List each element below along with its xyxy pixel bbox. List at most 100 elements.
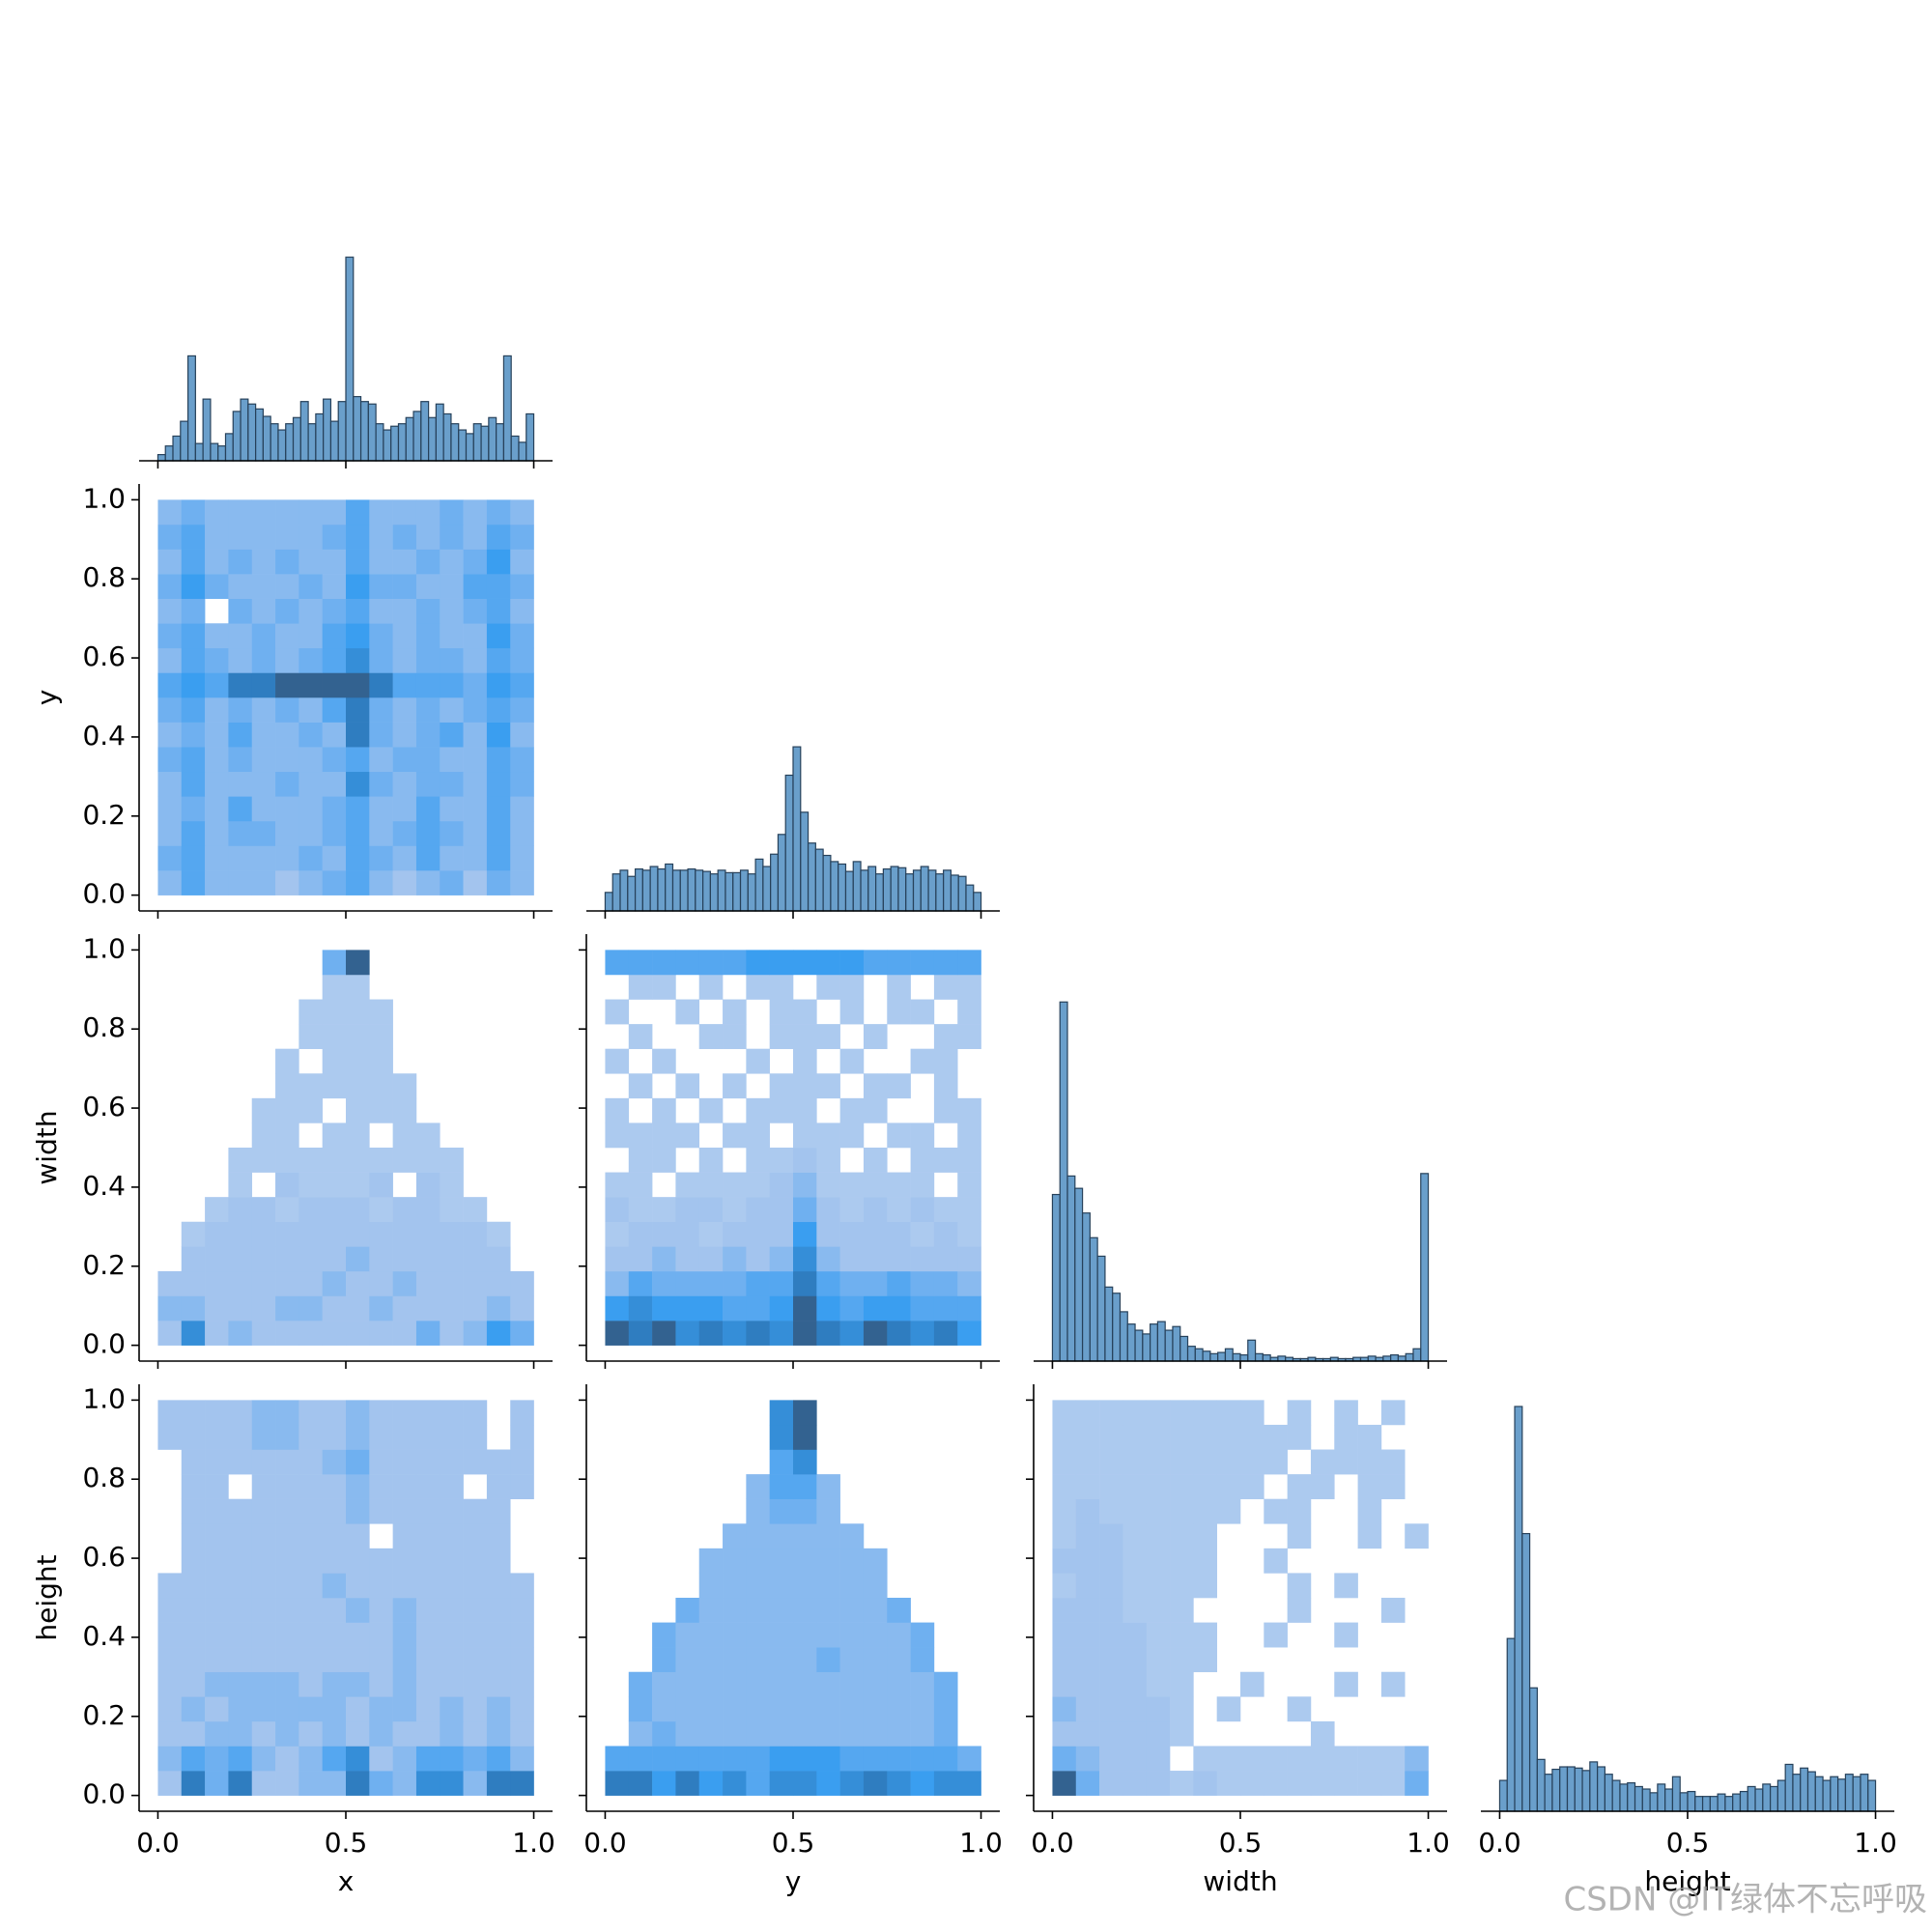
heatmap-cell <box>816 1746 840 1772</box>
heatmap-cell <box>957 1172 981 1198</box>
heatmap-cell <box>415 1246 440 1272</box>
heatmap-cell <box>1122 1548 1148 1574</box>
heatmap-cell <box>1193 1523 1217 1549</box>
heatmap-cell <box>346 598 370 624</box>
heatmap-cell <box>298 1498 323 1524</box>
bar <box>1412 1348 1422 1362</box>
y-tick-label: 0.6 <box>82 640 126 672</box>
heatmap-cell <box>322 647 347 673</box>
heatmap-cell <box>839 974 865 1000</box>
heatmap-cell <box>322 771 347 797</box>
heatmap-cell <box>157 524 183 550</box>
heatmap-cell <box>605 1048 630 1074</box>
heatmap-cell <box>486 1498 511 1524</box>
heatmap-cell <box>205 950 229 975</box>
heatmap-cell <box>392 499 417 526</box>
bar <box>194 442 204 462</box>
heatmap-cell <box>440 1746 464 1772</box>
bar <box>247 403 257 462</box>
heatmap-cell <box>839 1598 865 1623</box>
heatmap-cell <box>322 999 347 1025</box>
heatmap-cell <box>487 1049 511 1074</box>
bar <box>800 811 810 912</box>
heatmap-cell <box>392 747 417 773</box>
heatmap-cell <box>698 1024 724 1049</box>
bar <box>1420 1173 1430 1362</box>
heatmap-cell <box>463 1400 488 1426</box>
heatmap-cell <box>392 1197 417 1223</box>
heatmap-cell <box>605 1647 629 1672</box>
heatmap-cell <box>298 549 323 575</box>
heatmap-cell <box>746 1498 770 1524</box>
heatmap-cell <box>1310 1449 1335 1475</box>
heatmap-cell <box>157 747 183 773</box>
bar <box>890 866 899 912</box>
heatmap-cell <box>1358 1647 1382 1672</box>
heatmap-cell <box>1380 1474 1406 1499</box>
heatmap-cell <box>275 574 299 599</box>
heatmap-cell <box>1122 1474 1148 1499</box>
heatmap-cell <box>205 623 229 649</box>
heatmap-cell <box>864 1122 888 1148</box>
heatmap-cell <box>205 499 229 526</box>
heatmap-cell <box>839 999 865 1025</box>
heatmap-cell <box>228 1073 252 1098</box>
bar <box>240 398 249 462</box>
heatmap-cell <box>816 1474 840 1499</box>
heatmap-cell <box>957 1623 981 1648</box>
heatmap-cell <box>440 598 464 624</box>
heatmap-cell <box>157 1321 183 1346</box>
heatmap-cell <box>464 1073 488 1098</box>
heatmap-cell <box>463 1696 488 1722</box>
heatmap-cell <box>957 1721 981 1747</box>
heatmap-cell <box>723 1400 747 1425</box>
heatmap-cell <box>675 1622 700 1648</box>
heatmap-cell <box>392 1720 417 1747</box>
heatmap-cell <box>181 1720 206 1747</box>
heatmap-cell <box>157 1450 182 1475</box>
x-tick-label: 1.0 <box>1854 1827 1897 1859</box>
heatmap-cell <box>1146 1696 1171 1722</box>
heatmap-cell <box>181 1647 206 1673</box>
heatmap-cell <box>723 1172 747 1198</box>
heatmap-cell <box>346 524 370 550</box>
heatmap-cell <box>746 1270 770 1296</box>
heatmap-cell <box>275 1097 299 1123</box>
bar <box>217 445 227 462</box>
heatmap-cell <box>251 1771 276 1796</box>
heatmap-cell <box>392 697 417 723</box>
bar <box>838 863 847 912</box>
heatmap-cell <box>322 672 347 698</box>
heatmap-cell <box>1217 1548 1241 1574</box>
heatmap-cell <box>816 1671 840 1697</box>
heatmap-cell <box>157 1098 182 1123</box>
heatmap-cell <box>181 1474 206 1499</box>
heatmap-cell <box>346 1122 370 1149</box>
heatmap-cell <box>392 1746 417 1772</box>
heatmap-cell <box>1357 1523 1382 1549</box>
heatmap-cell <box>911 1425 935 1450</box>
heatmap-cell <box>392 1073 417 1099</box>
heatmap-cell <box>957 1246 981 1272</box>
heatmap-cell <box>887 1270 911 1296</box>
heatmap-cell <box>864 1000 888 1025</box>
heatmap-cell <box>486 1221 511 1247</box>
heatmap-cell <box>934 1173 958 1198</box>
heatmap-cell <box>322 623 347 649</box>
heatmap-cell <box>416 1000 440 1025</box>
heatmap-cell <box>510 697 534 723</box>
bar <box>882 867 892 912</box>
heatmap-cell <box>392 1696 417 1722</box>
heatmap-cell <box>346 796 370 822</box>
heatmap-cell <box>181 1598 206 1623</box>
heatmap-cell <box>298 1024 323 1049</box>
heatmap-cell <box>934 1000 958 1025</box>
heatmap-cell <box>1240 1523 1264 1548</box>
heatmap-cell <box>369 1221 393 1247</box>
heatmap-cell <box>487 1073 511 1098</box>
heatmap-cell <box>275 672 299 698</box>
heatmap-cell <box>440 1098 464 1123</box>
bar <box>329 420 339 462</box>
heatmap-cell <box>1264 1573 1288 1598</box>
heatmap-cell <box>628 1671 653 1697</box>
